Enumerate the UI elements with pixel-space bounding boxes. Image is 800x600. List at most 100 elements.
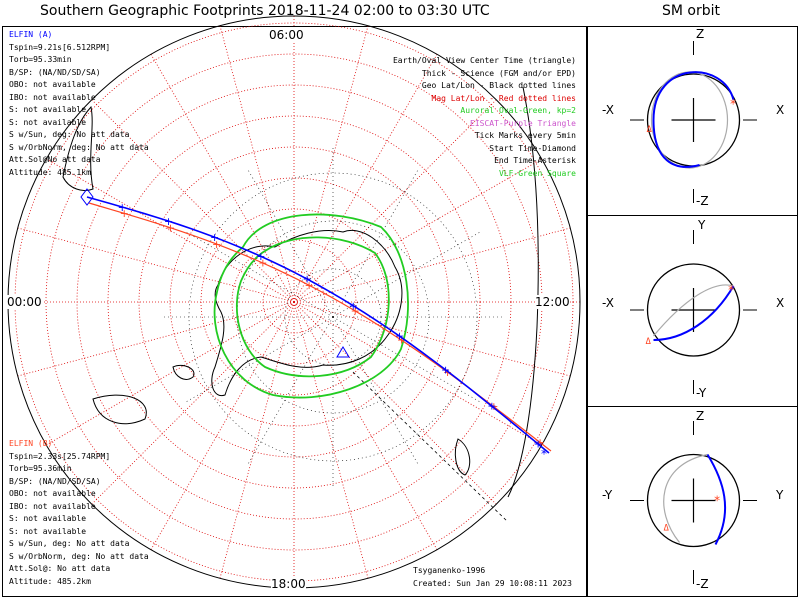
elfin-b-line: B/SP: (NA/ND/SD/SA) <box>9 476 101 486</box>
elfin-a-track-tick: + <box>164 215 173 228</box>
elfin-a-track-tick: + <box>395 330 404 343</box>
mag-lat-circle <box>138 146 450 458</box>
elfin-b-line: Att.Sol@: No att data <box>9 564 111 573</box>
elfin-b-track-tick: + <box>212 238 221 251</box>
end-asterisk: * <box>541 447 547 461</box>
footer-created: Created: Sun Jan 29 10:08:11 2023 <box>413 579 572 588</box>
orbit-path-a <box>706 453 727 545</box>
elfin-a-line: IBO: not available <box>9 92 96 102</box>
elfin-b-line: S w/Sun, deg: No att data <box>9 539 130 548</box>
geo-lon-line <box>332 231 481 318</box>
elfin-b-track-tick: + <box>351 305 360 318</box>
orbit-start-marker: Δ <box>646 337 652 347</box>
axis-label-bottom: -Z <box>696 577 709 591</box>
view-center-triangle <box>336 346 350 358</box>
axis-label-top: Y <box>698 218 706 232</box>
elfin-a-line: Torb=95.33min <box>9 55 72 64</box>
elfin-a-line: S w/OrbNorm, deg: No att data <box>9 142 149 152</box>
hour-label-left: 00:00 <box>7 295 42 309</box>
orbit-start-marker: Δ <box>664 524 670 534</box>
island-outline <box>172 364 195 380</box>
elfin-b-header: ELFIN (B) <box>9 439 53 448</box>
hour-label-right: 12:00 <box>535 295 570 309</box>
axis-label-right: Y <box>776 488 784 502</box>
elfin-a-line: Att.Sol@No att data <box>9 155 101 164</box>
legend-item: Earth/Oval View Center Time (triangle) <box>392 56 576 65</box>
legend-item: End Time-Asterisk <box>494 156 576 165</box>
elfin-a-track-tick: + <box>210 231 219 244</box>
auroral-oval-outer <box>213 213 409 399</box>
australia-coastline <box>92 394 147 425</box>
elfin-a-header: ELFIN (A) <box>9 30 53 39</box>
axis-label-left: -X <box>602 103 614 117</box>
orbit-panel-xz: * Δ Z -Z -X X <box>587 26 798 216</box>
orbit-title: SM orbit <box>662 3 721 19</box>
mag-lon-line <box>293 25 369 303</box>
elfin-a-line: Tspin=9.21s[6.512RPM] <box>9 42 111 52</box>
elfin-b-track-tick: + <box>304 279 313 292</box>
elfin-b-track-tick: + <box>258 257 267 270</box>
geo-lon-line <box>247 316 334 465</box>
elfin-b-track-tick: + <box>166 222 175 235</box>
elfin-b-line: Altitude: 485.2km <box>9 576 91 586</box>
axis-label-bottom: -Z <box>696 194 709 208</box>
south-america-coastline <box>62 105 94 191</box>
orbit-start-marker: Δ <box>647 125 653 135</box>
mag-lon-line <box>219 301 295 579</box>
elfin-b-track <box>88 202 552 452</box>
orbit-path-a <box>652 71 735 168</box>
orbit-panel-xy: * Δ Y -Y -X X <box>587 215 798 407</box>
mag-lon-line <box>150 54 295 303</box>
axis-label-right: X <box>776 103 785 117</box>
auroral-oval-inner <box>235 236 390 378</box>
map-legend: Earth/Oval View Center Time (triangle) T… <box>393 55 576 180</box>
elfin-a-track-tick: + <box>118 201 127 214</box>
elfin-a-track-tick: + <box>302 273 311 286</box>
elfin-b-track-tick: + <box>535 436 544 449</box>
elfin-b-track-tick: + <box>397 334 406 347</box>
footer-model: Tsyganenko-1996 <box>413 566 486 575</box>
antarctica-coastline <box>211 229 403 397</box>
hour-label-bottom: 18:00 <box>271 577 306 591</box>
new-zealand-coastline <box>454 438 471 476</box>
orbit-end-marker: * <box>714 494 721 508</box>
elfin-b-line: Torb=95.36min <box>9 464 72 473</box>
africa-coastline <box>507 86 539 498</box>
mag-lon-line <box>17 301 295 377</box>
legend-item: Tick Marks every 5min <box>474 131 576 140</box>
legend-item: Thick - Science (FGM and/or EPD) <box>421 68 576 78</box>
axis-label-right: X <box>776 296 785 310</box>
elfin-a-track-tick: + <box>487 400 496 413</box>
geo-lon-line <box>332 316 481 403</box>
mag-lon-line <box>46 301 295 446</box>
start-diamond <box>80 188 94 206</box>
orbit-path-a <box>653 285 735 341</box>
axis-label-left: -X <box>602 296 614 310</box>
legend-item: EISCAT-Purple Triangle <box>470 118 576 128</box>
legend-item: Mag Lat/Lon - Red dotted lines <box>431 93 577 103</box>
geo-lon-line <box>185 231 334 318</box>
mag-lon-line <box>293 301 369 579</box>
elfin-b-line: Tspin=2.33s[25.74RPM] <box>9 451 111 461</box>
earth-circle <box>646 453 741 548</box>
elfin-b-line: IBO: not available <box>9 501 96 511</box>
orbit-plot-xz: *Δ <box>630 41 757 203</box>
elfin-a-info: ELFIN (A) Tspin=9.21s[6.512RPM] Torb=95.… <box>9 29 149 179</box>
axis-label-bottom: -Y <box>696 386 707 400</box>
orbit-plot-yz: *Δ <box>630 421 757 584</box>
orbit-end-marker: * <box>730 97 737 111</box>
elfin-b-info: ELFIN (B) Tspin=2.33s[25.74RPM] Torb=95.… <box>9 438 149 588</box>
elfin-a-line: B/SP: (NA/ND/SD/SA) <box>9 67 101 77</box>
view-center-line <box>352 371 509 523</box>
footprint-map-panel: + + + + + + + + + + + + + + + + + + + + * 06:00 00:00 12:00 … <box>2 15 587 597</box>
elfin-b-line: OBO: not available <box>9 489 96 498</box>
elfin-a-line: S: not available <box>9 117 87 127</box>
legend-item: Geo Lat/Lon - Black dotted lines <box>421 81 576 90</box>
page-title: Southern Geographic Footprints 2018-11-2… <box>40 3 490 19</box>
elfin-b-line: S: not available <box>9 514 87 523</box>
geo-lon-line <box>332 169 419 318</box>
elfin-a-line: OBO: not available <box>9 80 96 89</box>
elfin-a-track-tick: + <box>349 299 358 312</box>
legend-item: Auroral Oval-Green, kp=2 <box>460 106 576 115</box>
orbit-plot-xy: *Δ <box>630 230 757 394</box>
